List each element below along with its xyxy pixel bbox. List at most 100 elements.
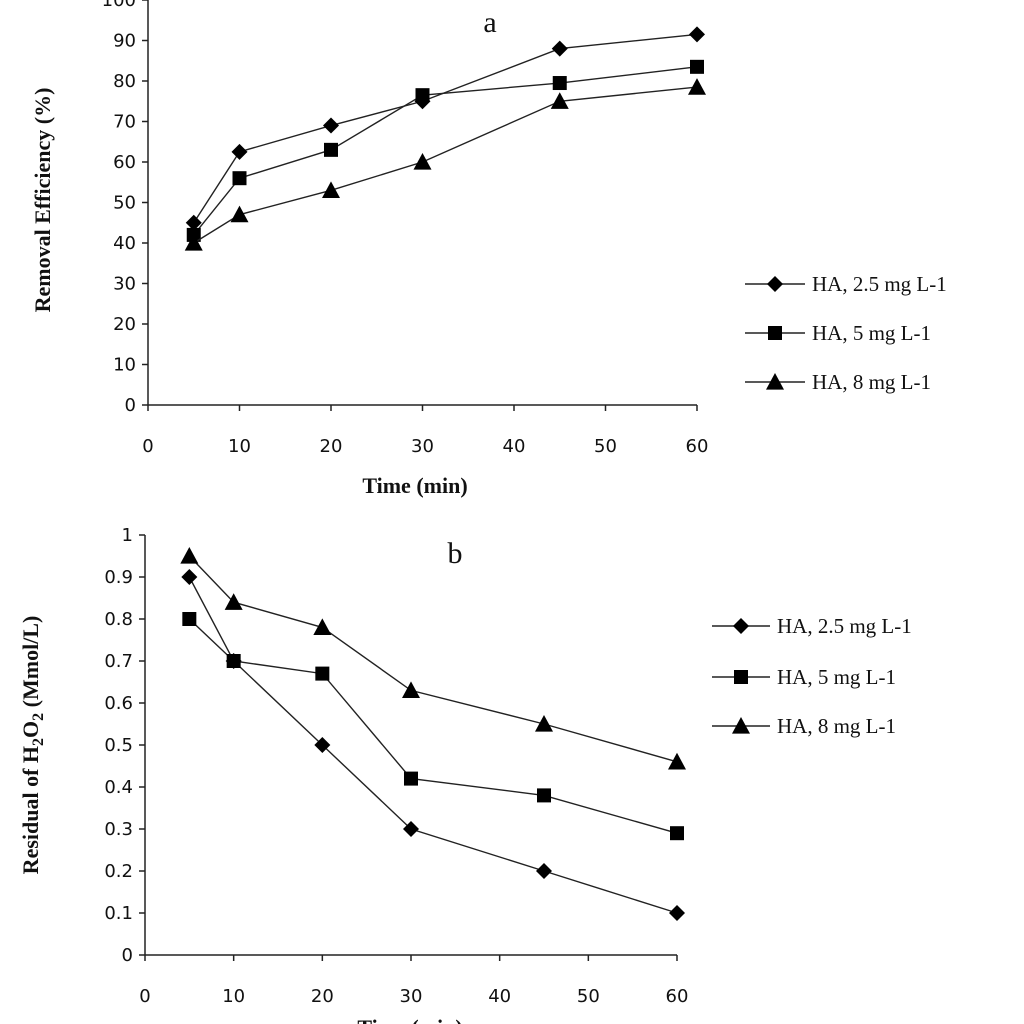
data-point-triangle-b xyxy=(535,715,553,732)
x-tick-label-b: 50 xyxy=(577,986,600,1007)
series-a-2 xyxy=(184,78,706,251)
legend-marker-triangle-a xyxy=(766,373,784,390)
data-point-diamond-b xyxy=(403,821,419,837)
ylabel-mid: O xyxy=(18,721,43,738)
x-axis-title-b: Time (min) xyxy=(357,1015,462,1024)
data-point-diamond-b xyxy=(181,569,198,585)
data-point-triangle-b xyxy=(313,618,332,636)
data-point-square-a xyxy=(232,171,247,186)
y-tick-label-a: 30 xyxy=(113,274,136,295)
series-b-0 xyxy=(181,569,685,921)
x-tick-label-a: 20 xyxy=(320,436,343,457)
y-tick-label-b: 0 xyxy=(122,945,133,966)
data-point-diamond-a xyxy=(185,214,202,231)
y-axis-title-a: Removal Efficiency (%) xyxy=(30,88,55,313)
data-point-diamond-a xyxy=(231,143,248,160)
y-tick-label-a: 40 xyxy=(113,233,136,254)
legend-entry-a-0: HA, 2.5 mg L-1 xyxy=(745,272,947,296)
x-tick-label-a: 50 xyxy=(594,436,617,457)
series-line-b-0 xyxy=(188,576,678,914)
ylabel-subscript: 2 xyxy=(30,738,47,746)
data-point-square-a xyxy=(324,142,338,157)
y-tick-label-b: 0.1 xyxy=(104,903,133,924)
legend-marker-diamond-a xyxy=(767,276,783,292)
legend-entry-b-0: HA, 2.5 mg L-1 xyxy=(712,614,912,638)
x-tick-label-a: 60 xyxy=(686,436,709,457)
y-tick-label-b: 0.9 xyxy=(104,567,133,588)
x-tick-label-b: 60 xyxy=(666,986,689,1007)
legend-label-b: HA, 2.5 mg L-1 xyxy=(777,614,912,638)
legend-entry-b-1: HA, 5 mg L-1 xyxy=(712,665,896,689)
data-point-diamond-b xyxy=(314,737,331,753)
legend-marker-square-a xyxy=(768,326,782,340)
data-point-square-a xyxy=(552,76,567,91)
series-b-2 xyxy=(180,547,686,770)
ylabel-suffix: (Mmol/L) xyxy=(18,616,43,713)
y-tick-label-a: 100 xyxy=(102,0,136,11)
series-line-b-1 xyxy=(188,618,678,834)
series-a-1 xyxy=(186,59,704,242)
y-tick-label-a: 60 xyxy=(113,152,136,173)
y-tick-label-a: 70 xyxy=(113,112,136,133)
legend-entry-b-2: HA, 8 mg L-1 xyxy=(712,714,896,738)
y-tick-label-a: 10 xyxy=(113,355,136,376)
y-tick-label-a: 0 xyxy=(125,395,136,416)
legend-marker-diamond-b xyxy=(733,618,749,634)
x-axis-title-a: Time (min) xyxy=(362,473,467,498)
data-point-triangle-a xyxy=(413,153,432,170)
y-tick-label-b: 0.7 xyxy=(104,651,133,672)
chart-panel-a: 0 10 20 30 40 50 60 70 80 90 100 0 10 20 30 40 50 60 Time … xyxy=(30,0,947,498)
data-point-diamond-a xyxy=(551,40,568,57)
data-point-square-b xyxy=(670,826,684,841)
y-tick-label-a: 20 xyxy=(113,314,136,335)
data-point-triangle-a xyxy=(230,205,249,223)
data-point-triangle-a xyxy=(550,92,569,109)
panel-label-a: a xyxy=(483,6,496,39)
legend-entry-a-1: HA, 5 mg L-1 xyxy=(745,321,931,345)
series-line-a-0 xyxy=(193,33,698,224)
x-tick-label-a: 30 xyxy=(411,436,434,457)
data-point-triangle-b xyxy=(402,681,420,699)
x-tick-label-b: 30 xyxy=(400,986,423,1007)
data-point-diamond-a xyxy=(689,26,705,43)
data-point-square-b xyxy=(404,771,418,786)
y-tick-label-a: 50 xyxy=(113,193,136,214)
legend-marker-triangle-b xyxy=(732,717,750,734)
y-tick-label-a: 90 xyxy=(113,31,136,52)
y-tick-label-b: 0.2 xyxy=(104,861,133,882)
x-tick-label-b: 0 xyxy=(139,986,150,1007)
y-tick-label-b: 1 xyxy=(122,525,133,546)
series-a-0 xyxy=(185,26,705,231)
data-point-triangle-b xyxy=(180,547,199,564)
x-tick-label-b: 40 xyxy=(488,986,511,1007)
y-tick-label-b: 0.4 xyxy=(104,777,133,798)
data-point-triangle-a xyxy=(322,181,340,198)
data-point-triangle-a xyxy=(184,234,203,251)
series-line-b-2 xyxy=(188,555,678,763)
legend-marker-square-b xyxy=(734,670,748,684)
legend-label-b: HA, 5 mg L-1 xyxy=(777,665,896,689)
y-tick-label-a: 80 xyxy=(113,71,136,92)
data-point-square-b xyxy=(537,788,551,803)
x-tick-label-b: 20 xyxy=(311,986,334,1007)
data-point-square-b xyxy=(226,654,241,668)
y-tick-label-b: 0.5 xyxy=(104,735,133,756)
panel-label-b: b xyxy=(448,537,463,570)
data-point-diamond-b xyxy=(669,905,685,921)
series-b-1 xyxy=(182,612,684,841)
x-tick-label-b: 10 xyxy=(222,986,245,1007)
legend-entry-a-2: HA, 8 mg L-1 xyxy=(745,370,931,394)
data-point-triangle-b xyxy=(668,752,686,770)
data-point-square-a xyxy=(415,88,430,103)
data-point-diamond-a xyxy=(323,117,339,134)
x-tick-label-a: 10 xyxy=(228,436,251,457)
series-line-a-2 xyxy=(193,86,698,244)
y-tick-label-b: 0.3 xyxy=(104,819,133,840)
y-tick-label-b: 0.8 xyxy=(104,609,133,630)
y-axis-title-b: Residual of H2O2 (Mmol/L) xyxy=(18,616,47,875)
legend-label-a: HA, 8 mg L-1 xyxy=(812,370,931,394)
legend-label-a: HA, 5 mg L-1 xyxy=(812,321,931,345)
data-point-square-b xyxy=(315,666,330,681)
y-tick-label-b: 0.6 xyxy=(104,693,133,714)
chart-panel-b: 00.10.20.30.40.50.60.70.80.910 10 20 30 40 50… xyxy=(18,525,912,1024)
